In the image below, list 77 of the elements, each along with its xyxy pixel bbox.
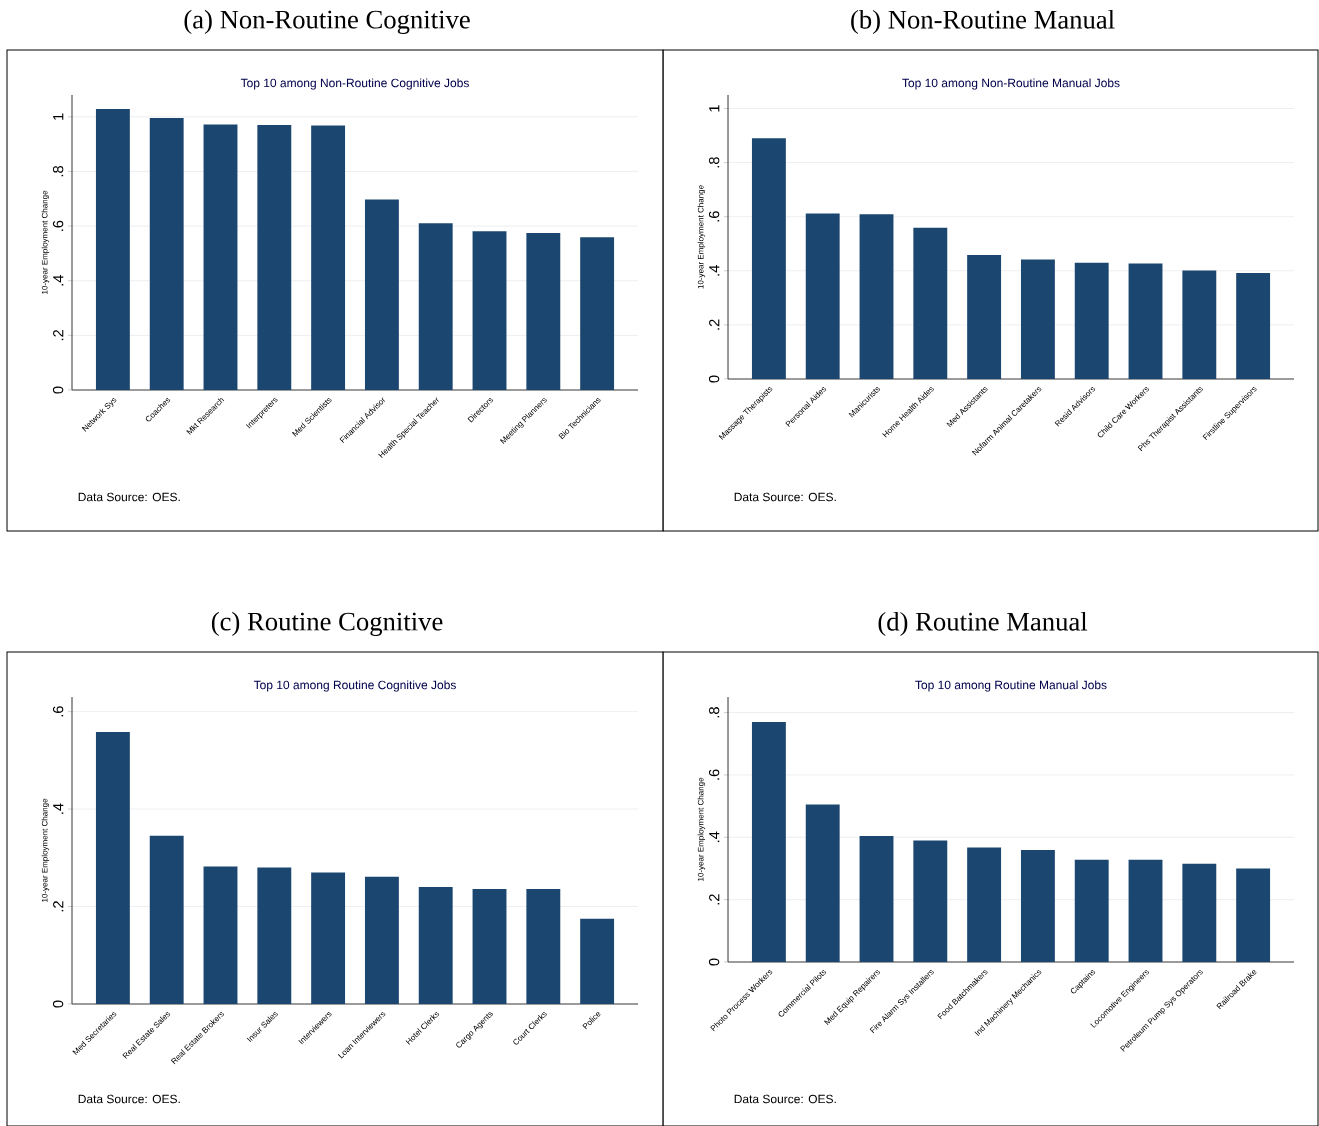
y-axis-title: 10-year Employment Change <box>41 798 50 902</box>
y-tick-label: .4 <box>53 275 64 286</box>
chart-title: (d) Routine Manual <box>878 611 1088 637</box>
chart-title: (b) Non-Routine Manual <box>851 9 1115 35</box>
y-tick-label: .8 <box>708 707 720 718</box>
bar <box>311 872 346 1004</box>
bar <box>95 108 130 390</box>
bar <box>805 804 840 962</box>
bar <box>805 213 840 379</box>
y-tick-label: .2 <box>709 894 720 905</box>
bar <box>418 887 453 1004</box>
bar <box>967 847 1002 962</box>
y-axis-title: 10-year Employment Change <box>697 777 706 881</box>
bar <box>311 125 346 390</box>
y-tick-label: 0 <box>52 386 64 394</box>
chart-title: (a) Non-Routine Cognitive <box>184 9 470 35</box>
bar <box>1236 272 1271 379</box>
bar <box>751 721 786 962</box>
bar <box>418 223 453 390</box>
bar <box>1128 263 1163 379</box>
bar <box>1182 270 1217 379</box>
source-note: Data Source: OES. <box>734 492 836 502</box>
bar <box>472 231 507 390</box>
bar <box>95 732 130 1004</box>
bar <box>203 124 238 390</box>
y-tick-label: .4 <box>53 803 64 814</box>
bar <box>1020 850 1055 962</box>
bar <box>526 232 561 390</box>
source-note: Data Source: OES. <box>78 492 180 502</box>
bar <box>257 125 292 390</box>
bar <box>1128 859 1163 962</box>
y-axis-title: 10-year Employment Change <box>41 190 50 294</box>
bar <box>1074 262 1109 379</box>
y-tick-label: .6 <box>708 211 720 222</box>
y-tick-label: .6 <box>52 706 64 717</box>
y-tick-label: .2 <box>709 319 720 330</box>
y-tick-label: .2 <box>53 901 64 912</box>
bar <box>1236 868 1271 962</box>
y-tick-label: 0 <box>708 958 720 966</box>
y-tick-label: .4 <box>709 265 720 276</box>
bar <box>472 888 507 1004</box>
bar <box>149 835 184 1004</box>
chart-title: (c) Routine Cognitive <box>211 611 443 637</box>
chart-subtitle: Top 10 among Non-Routine Manual Jobs <box>902 78 1120 90</box>
chart-subtitle: Top 10 among Non-Routine Cognitive Jobs <box>240 78 469 90</box>
bar <box>967 255 1002 379</box>
y-tick-label: 0 <box>708 375 720 383</box>
source-note: Data Source: OES. <box>78 1094 180 1104</box>
bar <box>257 867 292 1004</box>
chart-subtitle: Top 10 among Routine Cognitive Jobs <box>253 680 456 692</box>
y-axis-title: 10-year Employment Change <box>697 185 706 289</box>
bar <box>859 214 894 379</box>
y-tick-label: .6 <box>52 220 64 231</box>
chart-subtitle: Top 10 among Routine Manual Jobs <box>915 680 1107 692</box>
bar <box>913 840 948 962</box>
bar <box>580 918 615 1004</box>
bar <box>364 876 399 1004</box>
y-tick-label: 1 <box>53 113 64 120</box>
bar <box>751 138 786 379</box>
bar <box>1182 863 1217 962</box>
source-note: Data Source: OES. <box>734 1094 836 1104</box>
y-tick-label: 1 <box>709 105 720 112</box>
y-tick-label: .4 <box>709 831 720 843</box>
y-tick-label: .2 <box>53 329 64 341</box>
bar <box>1020 259 1055 379</box>
y-tick-label: .8 <box>52 165 64 177</box>
bar <box>364 199 399 390</box>
bar <box>913 227 948 379</box>
y-tick-label: .8 <box>708 157 720 168</box>
y-tick-label: .6 <box>708 769 720 780</box>
bar <box>203 866 238 1004</box>
bar <box>859 836 894 962</box>
y-tick-label: 0 <box>52 1000 64 1008</box>
bar <box>526 888 561 1004</box>
bar <box>149 117 184 390</box>
bar <box>580 237 615 390</box>
bar <box>1074 859 1109 962</box>
